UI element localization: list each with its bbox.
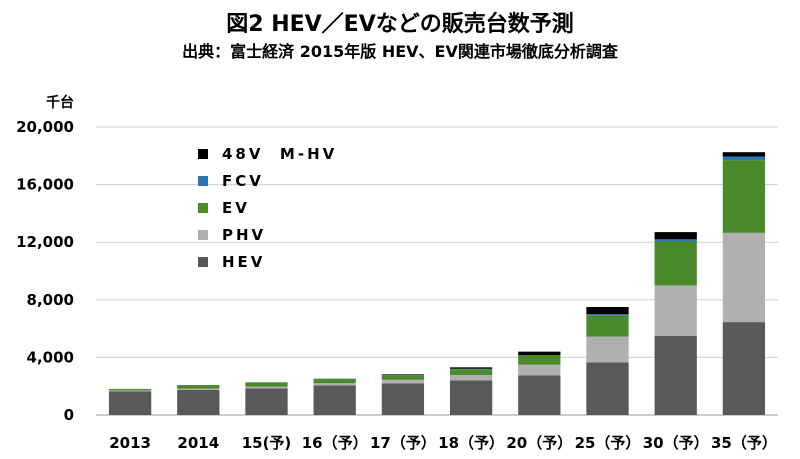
x-tick-label: 20（予）	[506, 434, 572, 452]
bar-segment	[108, 390, 152, 392]
x-tick-label: 15(予)	[242, 434, 292, 452]
legend-swatch-phv	[198, 229, 208, 240]
y-tick-label: 8,000	[27, 291, 74, 309]
bar-segment	[108, 388, 152, 391]
y-axis-unit-label: 千台	[46, 95, 74, 111]
bar-segment	[518, 364, 561, 376]
bar-segment	[722, 232, 766, 323]
y-tick-label: 0	[64, 406, 74, 424]
legend-label-hev: HEV	[222, 252, 266, 271]
legend-swatch-ev	[198, 202, 208, 213]
bar-segment	[449, 374, 493, 381]
legend-item-phv: PHV	[198, 221, 337, 248]
x-tick-label: 2013	[109, 434, 151, 452]
chart-title: 図2 HEV／EVなどの販売台数予測	[226, 12, 574, 37]
bar-segment	[722, 152, 766, 157]
y-tick-label: 20,000	[16, 118, 74, 136]
bar-segment	[381, 375, 425, 380]
legend-item-hev: HEV	[198, 248, 337, 275]
legend-label-fcv: FCV	[222, 171, 264, 190]
bar-segment	[586, 336, 629, 363]
bar-segment	[586, 362, 629, 415]
bar-segment	[518, 355, 561, 365]
bar-segment	[586, 307, 629, 315]
legend-item-fcv: FCV	[198, 167, 337, 194]
bar-segment	[518, 351, 561, 356]
bar-segment	[586, 315, 629, 337]
bar-segment	[722, 156, 766, 161]
bar-segment	[722, 160, 766, 233]
y-tick-label: 4,000	[27, 348, 74, 366]
x-tick-label: 25（予）	[575, 434, 641, 452]
bar-segment	[722, 322, 766, 415]
y-tick-label: 12,000	[16, 233, 74, 251]
bar-segment	[245, 388, 288, 415]
bar-segment	[177, 388, 220, 390]
bar-segment	[245, 382, 288, 387]
x-tick-label: 17（予）	[370, 434, 436, 452]
bar-segment	[108, 391, 152, 415]
bar-segment	[654, 232, 697, 240]
chart-legend: 48V M-HV FCV EV PHV HEV	[198, 140, 337, 275]
bar-segment	[381, 374, 425, 376]
bar-segment	[654, 239, 697, 242]
bar-segment	[313, 383, 356, 386]
legend-label-ev: EV	[222, 198, 250, 217]
legend-item-48v-mhv: 48V M-HV	[198, 140, 337, 167]
bar-segment	[381, 379, 425, 384]
bar-segment	[449, 369, 493, 375]
legend-swatch-hev	[198, 256, 208, 267]
y-tick-label: 16,000	[16, 176, 74, 194]
bar-segment	[313, 385, 356, 415]
x-tick-label: 2014	[177, 434, 219, 452]
legend-swatch-48v-mhv	[198, 148, 208, 159]
legend-label-48v-mhv: 48V M-HV	[222, 144, 338, 163]
bar-segment	[654, 335, 697, 415]
legend-label-phv: PHV	[222, 225, 267, 244]
x-tick-label: 18（予）	[438, 434, 504, 452]
x-tick-label: 30（予）	[643, 434, 709, 452]
bar-segment	[449, 367, 493, 369]
bar-segment	[177, 389, 220, 415]
bar-segment	[449, 380, 493, 415]
legend-swatch-fcv	[198, 175, 208, 186]
bar-segment	[518, 375, 561, 415]
bar-segment	[177, 385, 220, 389]
bar-segment	[518, 355, 561, 356]
x-tick-label: 16（予）	[302, 434, 368, 452]
x-tick-label: 35（予）	[711, 434, 777, 452]
bar-segment	[654, 285, 697, 336]
bar-segment	[245, 386, 288, 389]
bar-segment	[586, 314, 629, 316]
bar-segment	[313, 378, 356, 384]
legend-item-ev: EV	[198, 194, 337, 221]
bar-segment	[381, 383, 425, 415]
bar-segment	[654, 241, 697, 286]
chart-subtitle: 出典：富士経済 2015年版 HEV、EV関連市場徹底分析調査	[182, 42, 618, 61]
